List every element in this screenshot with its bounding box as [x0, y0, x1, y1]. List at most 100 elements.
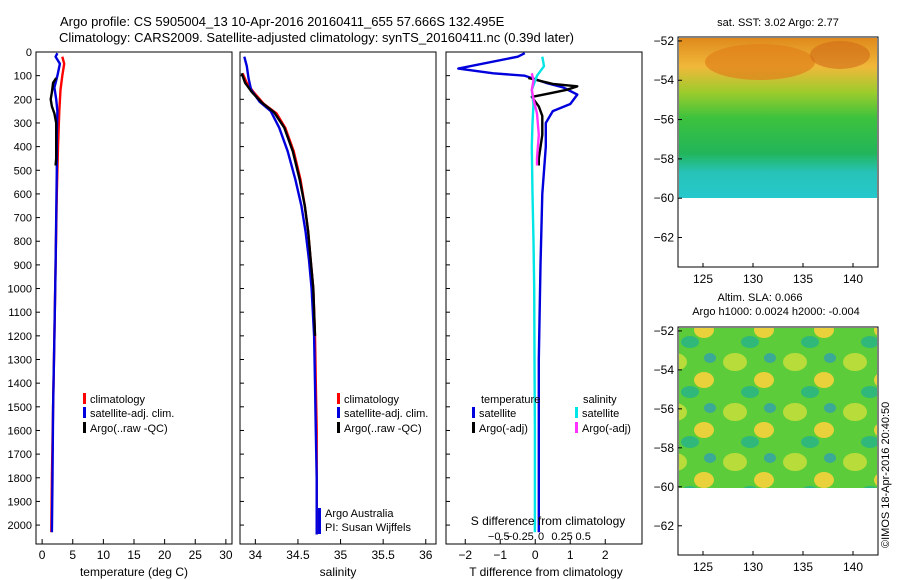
imos-credit: ©IMOS 18-Apr-2016 20:40:50 [880, 402, 892, 548]
legend-swatch-t-satellite [472, 407, 475, 418]
map-x-tick-label: 125 [693, 560, 713, 574]
legend-label-argo: Argo(..raw -QC) [344, 423, 422, 435]
legend-swatch-climatology [83, 393, 86, 404]
x-tick-label: −1 [493, 548, 507, 562]
x-tick-label: 30 [219, 548, 233, 562]
series-line-satellite-clim [243, 56, 318, 535]
salinity-xlabel: salinity [320, 565, 357, 579]
sst-map-title: sat. SST: 3.02 Argo: 2.77 [717, 17, 839, 29]
sla-heatmap [679, 328, 877, 488]
x-tick-label: −2 [458, 548, 472, 562]
y-tick-label: 1500 [8, 402, 32, 414]
legend-label-argo: Argo(..raw -QC) [90, 423, 168, 435]
annotation-argo-australia: Argo Australia [325, 508, 394, 520]
x-tick-label: 35.5 [371, 548, 395, 562]
x-tick-label: 2 [602, 548, 609, 562]
difference-axes: −2 −1 0 1 2 −0.5−0.25 0 0.25 0.5 [446, 51, 609, 562]
sst-map-axes: 125 130 135 140 −52 −54 −56 −58 −60 −62 [654, 34, 864, 286]
y-tick-label: 800 [14, 236, 32, 248]
x-tick-label: 35 [334, 548, 348, 562]
y-tick-label: 400 [14, 142, 32, 154]
map-y-tick-label: −52 [654, 324, 675, 338]
s-difference-label: S difference from climatology [471, 514, 626, 528]
legend-swatch-argo [83, 422, 86, 433]
y-tick-label: 300 [14, 118, 32, 130]
legend-label-climatology: climatology [344, 394, 400, 406]
map-y-tick-label: −56 [654, 113, 675, 127]
s-tick-label: 0.5 [576, 531, 591, 543]
legend-swatch-satellite-clim [337, 407, 340, 418]
sst-warm-patch [810, 41, 870, 69]
y-tick-label: 1000 [8, 284, 32, 296]
figure-title-line1: Argo profile: CS 5905004_13 10-Apr-2016 … [60, 14, 505, 29]
series-line-argo [49, 77, 58, 166]
x-tick-label: 10 [97, 548, 111, 562]
legend-header-temperature: temperature [481, 394, 540, 406]
map-x-tick-label: 125 [693, 272, 713, 286]
x-tick-label: 1 [567, 548, 574, 562]
y-tick-label: 500 [14, 165, 32, 177]
difference-xlabel: T difference from climatology [469, 565, 623, 579]
y-tick-label: 1900 [8, 496, 32, 508]
sla-map-title-line1: Altim. SLA: 0.066 [718, 292, 803, 304]
map-y-tick-label: −58 [654, 152, 675, 166]
legend-swatch-s-argo [575, 422, 578, 433]
temperature-legend: climatology satellite-adj. clim. Argo(..… [83, 393, 174, 435]
map-y-tick-label: −54 [654, 363, 675, 377]
x-tick-label: 20 [158, 548, 172, 562]
y-tick-label: 1800 [8, 473, 32, 485]
sla-map-title-line2: Argo h1000: 0.0024 h2000: -0.004 [692, 306, 860, 318]
x-tick-label: 36 [419, 548, 433, 562]
legend-swatch-t-argo [472, 422, 475, 433]
temperature-panel-frame [35, 51, 233, 545]
difference-legend: temperature salinity satellite Argo(-adj… [472, 394, 631, 435]
x-tick-label: 5 [69, 548, 76, 562]
x-tick-label: 0 [39, 548, 46, 562]
series-line-satellite-clim [457, 52, 579, 533]
y-tick-label: 900 [14, 260, 32, 272]
map-y-tick-label: −62 [654, 231, 675, 245]
x-tick-label: 25 [189, 548, 203, 562]
x-tick-label: 34 [249, 548, 263, 562]
x-tick-label: 0 [532, 548, 539, 562]
sla-map-axes: 125 130 135 140 −52 −54 −56 −58 −60 −62 [654, 324, 864, 574]
y-tick-label: 600 [14, 189, 32, 201]
y-tick-label: 100 [14, 71, 32, 83]
legend-label-t-argo: Argo(-adj) [479, 423, 528, 435]
y-tick-label: 0 [26, 47, 32, 59]
salinity-series [240, 56, 318, 535]
legend-header-salinity: salinity [583, 394, 617, 406]
x-tick-label: 15 [127, 548, 141, 562]
y-tick-label: 700 [14, 213, 32, 225]
annotation-swatch [318, 508, 321, 534]
map-y-tick-label: −60 [654, 480, 675, 494]
legend-label-satellite-clim: satellite-adj. clim. [90, 408, 174, 420]
series-line-s-satellite [530, 56, 546, 533]
salinity-axes: 34 34.5 35 35.5 36 [240, 51, 433, 562]
map-y-tick-label: −56 [654, 402, 675, 416]
y-tick-label: 1300 [8, 355, 32, 367]
s-tick-label: −0.5 [488, 531, 510, 543]
s-tick-label: 0 [538, 531, 544, 543]
y-tick-label: 1200 [8, 331, 32, 343]
salinity-legend: climatology satellite-adj. clim. Argo(..… [318, 393, 428, 534]
legend-label-s-satellite: satellite [582, 408, 619, 420]
s-tick-label: 0.25 [551, 531, 572, 543]
series-line-s-argo [530, 73, 540, 166]
series-line-argo [240, 72, 317, 336]
temperature-axes: 0 5 10 15 20 25 300100200300400500600700800900… [8, 47, 233, 562]
legend-label-satellite-clim: satellite-adj. clim. [344, 408, 428, 420]
salinity-panel-frame [239, 51, 437, 545]
legend-swatch-s-satellite [575, 407, 578, 418]
series-line-climatology [241, 72, 318, 535]
map-x-tick-label: 135 [793, 560, 813, 574]
annotation-pi: PI: Susan Wijffels [325, 522, 411, 534]
map-x-tick-label: 135 [793, 272, 813, 286]
map-y-tick-label: −60 [654, 191, 675, 205]
legend-swatch-satellite-clim [83, 407, 86, 418]
temperature-series [49, 52, 66, 533]
y-tick-label: 1700 [8, 449, 32, 461]
legend-label-t-satellite: satellite [479, 408, 516, 420]
difference-panel-frame [445, 51, 643, 545]
map-x-tick-label: 140 [843, 560, 863, 574]
